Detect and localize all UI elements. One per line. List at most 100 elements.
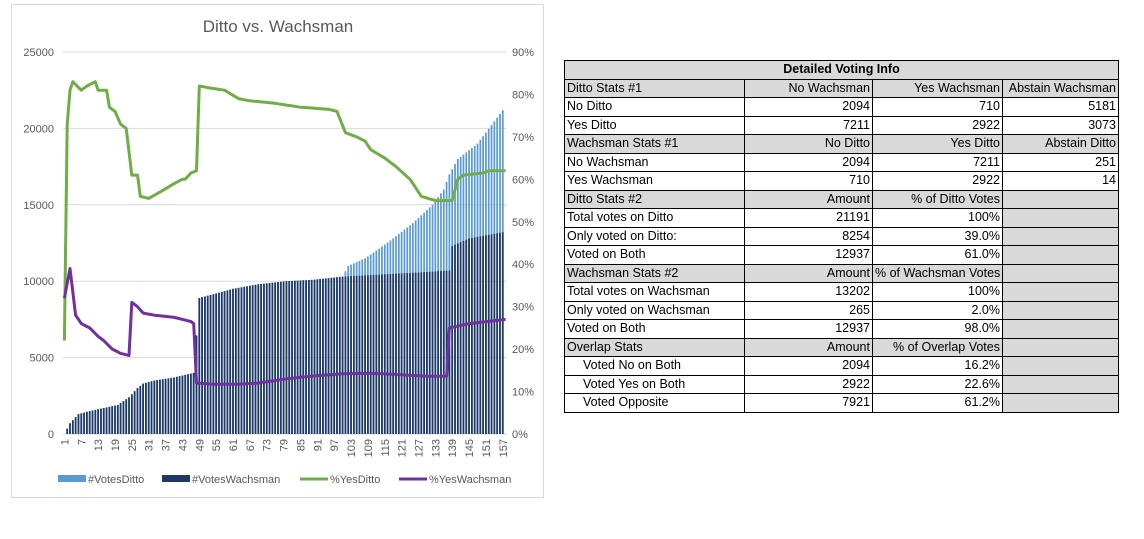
row-label: Only voted on Ditto: <box>565 227 745 246</box>
bar <box>381 274 383 434</box>
bar <box>187 374 189 434</box>
bar <box>69 423 71 434</box>
column-header: Abstain Ditto <box>1003 135 1119 154</box>
bar <box>151 381 153 434</box>
bar <box>457 244 459 434</box>
x-tick-label: 1 <box>59 439 71 445</box>
bar <box>418 272 420 434</box>
bar <box>266 283 268 434</box>
table-cell: 251 <box>1003 153 1119 172</box>
section-title: Wachsman Stats #2 <box>565 264 745 283</box>
legend-label: %YesWachsman <box>429 474 511 486</box>
x-tick-label: 157 <box>498 439 510 457</box>
bar <box>322 279 324 434</box>
bar <box>437 271 439 434</box>
column-header: % of Overlap Votes <box>873 338 1003 357</box>
y-left-tick-label: 0 <box>48 429 54 441</box>
bar <box>392 274 394 434</box>
y-right-tick-label: 40% <box>512 259 534 271</box>
table-cell: 100% <box>873 209 1003 228</box>
table-cell: 2922 <box>745 375 873 394</box>
bar <box>308 280 310 434</box>
table-row: Yes Wachsman 710 2922 14 <box>565 172 1119 191</box>
table-cell: 100% <box>873 283 1003 302</box>
bar <box>165 379 167 434</box>
column-header: Yes Wachsman <box>873 79 1003 98</box>
bar <box>271 283 273 434</box>
table-cell: 22.6% <box>873 375 1003 394</box>
table-cell: 7211 <box>745 116 873 135</box>
table-title-row: Detailed Voting Info <box>565 61 1119 80</box>
y-right-tick-label: 70% <box>512 132 534 144</box>
column-header: Yes Ditto <box>873 135 1003 154</box>
table-cell: 7921 <box>745 394 873 413</box>
bar <box>286 281 288 434</box>
bar <box>353 276 355 434</box>
table-cell: 98.0% <box>873 320 1003 339</box>
y-left-tick-label: 20000 <box>23 123 54 135</box>
table-cell <box>1003 227 1119 246</box>
table-row: No Ditto 2094 710 5181 <box>565 98 1119 117</box>
bar <box>404 273 406 434</box>
bar <box>319 279 321 434</box>
row-label: Yes Ditto <box>565 116 745 135</box>
bar <box>325 278 327 434</box>
bar <box>246 286 248 434</box>
table-cell: 21191 <box>745 209 873 228</box>
table-cell: 2094 <box>745 153 873 172</box>
table-cell <box>1003 209 1119 228</box>
y-left-tick-label: 25000 <box>23 47 54 59</box>
bar <box>78 414 80 434</box>
x-tick-label: 85 <box>295 439 307 451</box>
bar <box>229 290 231 434</box>
bar <box>471 238 473 434</box>
bar <box>221 292 223 434</box>
legend-label: #VotesWachsman <box>192 474 280 486</box>
x-tick-label: 151 <box>481 439 493 457</box>
table-cell: 2.0% <box>873 301 1003 320</box>
bar <box>235 288 237 434</box>
bar <box>420 272 422 434</box>
row-label: Voted on Both <box>565 246 745 265</box>
x-tick-label: 61 <box>228 439 240 451</box>
column-header: % of Wachsman Votes <box>873 264 1003 283</box>
column-header <box>1003 338 1119 357</box>
bar <box>224 291 226 434</box>
bar <box>277 282 279 434</box>
bar <box>238 288 240 434</box>
x-tick-label: 121 <box>397 439 409 457</box>
bar <box>347 276 349 434</box>
table-cell <box>1003 357 1119 376</box>
legend-swatch <box>58 475 86 482</box>
bar <box>260 284 262 434</box>
bar <box>300 280 302 434</box>
bar <box>125 399 127 434</box>
bar <box>145 383 147 434</box>
bar <box>123 401 125 434</box>
bar <box>66 429 68 434</box>
x-tick-label: 49 <box>194 439 206 451</box>
column-header: Amount <box>745 264 873 283</box>
bar <box>159 380 161 434</box>
column-header: Amount <box>745 190 873 209</box>
x-tick-label: 37 <box>161 439 173 451</box>
bar <box>131 394 133 434</box>
bar <box>75 417 77 434</box>
bar <box>479 236 481 434</box>
y-right-tick-label: 50% <box>512 217 534 229</box>
y-right-tick-label: 0% <box>512 429 528 441</box>
bar <box>311 280 313 434</box>
bar <box>468 238 470 434</box>
bar <box>198 298 200 434</box>
x-tick-label: 19 <box>110 439 122 451</box>
bar <box>409 273 411 434</box>
bar <box>83 413 85 434</box>
bar <box>153 381 155 434</box>
bar <box>316 279 318 434</box>
bar <box>168 378 170 434</box>
legend-label: %YesDitto <box>330 474 380 486</box>
chart-area: Ditto vs. Wachsman 0 5000 10000 15000 20000 25… <box>11 4 544 498</box>
bar <box>460 242 462 434</box>
x-tick-label: 43 <box>177 439 189 451</box>
bar <box>384 274 386 434</box>
